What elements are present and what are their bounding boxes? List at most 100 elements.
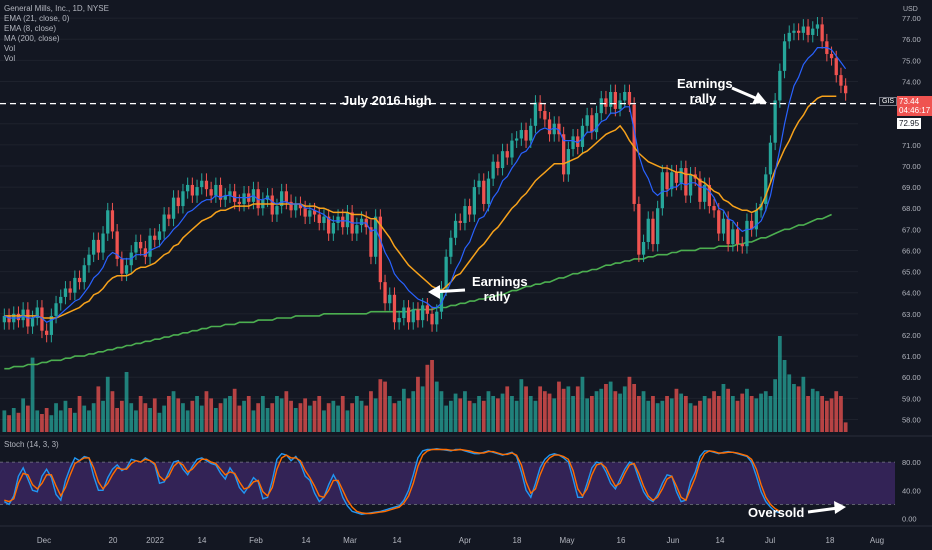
legend-vol-2[interactable]: Vol [4, 54, 16, 63]
volume-bar [669, 398, 674, 432]
volume-bar [693, 405, 698, 432]
volume-bar [345, 410, 350, 432]
volume-bar [373, 398, 378, 432]
candle-body [162, 214, 166, 232]
candle-body [143, 248, 147, 257]
volume-bar [275, 396, 279, 432]
volume-bar [834, 391, 839, 432]
volume-bar [40, 414, 44, 432]
volume-bar [533, 400, 538, 432]
volume-bar [30, 357, 35, 432]
volume-bar [745, 388, 749, 432]
volume-bar [129, 403, 134, 432]
stoch-legend[interactable]: Stoch (14, 3, 3) [4, 440, 59, 449]
volume-bar [580, 376, 585, 432]
legend-ma200[interactable]: MA (200, close) [4, 34, 60, 43]
volume-bars [2, 336, 848, 432]
candle-body [618, 100, 622, 109]
volume-bar [364, 405, 369, 432]
volume-bar [251, 410, 256, 432]
volume-bar [260, 396, 265, 432]
price-tick-label: 77.00 [902, 14, 921, 23]
candle-body [120, 258, 124, 274]
candle-body [308, 210, 312, 217]
time-tick-label: 2022 [146, 536, 164, 545]
candle-body [641, 241, 646, 255]
volume-bar [152, 398, 157, 432]
volume-bar [796, 386, 801, 432]
candle-body [374, 216, 378, 257]
candle-body [698, 178, 702, 202]
volume-bar [481, 400, 486, 432]
candle-body [524, 130, 528, 141]
volume-bar [176, 398, 181, 432]
high-line-price-tag: 72.95 [897, 118, 922, 129]
price-tick-label: 70.00 [902, 162, 921, 171]
legend-vol-1[interactable]: Vol [4, 44, 16, 53]
candle-body [312, 210, 317, 215]
legend-title[interactable]: General Mills, Inc., 1D, NYSE [4, 4, 109, 13]
volume-bar [35, 410, 40, 432]
legend-ema8[interactable]: EMA (8, close) [4, 24, 57, 33]
stoch-tick-label: 40.00 [902, 486, 921, 495]
volume-bar [763, 391, 768, 432]
stoch-k-path [3, 447, 781, 516]
volume-bar [401, 388, 406, 432]
price-tick-label: 68.00 [902, 204, 921, 213]
volume-bar [444, 405, 449, 432]
candle-body [491, 161, 495, 179]
price-tick-label: 75.00 [902, 56, 921, 65]
volume-bar [181, 403, 185, 432]
volume-bar [618, 393, 622, 432]
volume-bar [627, 376, 632, 432]
legend-ema21[interactable]: EMA (21, close, 0) [4, 14, 70, 23]
candle-body [839, 75, 843, 86]
volume-bar [594, 391, 599, 432]
volume-bar [148, 408, 152, 432]
candle-body [571, 136, 575, 150]
candle-body [54, 303, 58, 316]
price-tick-label: 58.00 [902, 415, 921, 424]
candle-body [515, 138, 519, 141]
volume-bar [44, 408, 49, 432]
volume-bar [16, 412, 21, 432]
volume-bar [768, 396, 773, 432]
candle-body [820, 24, 824, 42]
volume-bar [425, 364, 430, 432]
candle-body [806, 26, 810, 35]
price-tick-label: 67.00 [902, 225, 921, 234]
current-price: 73.44 [899, 97, 920, 106]
volume-bar [312, 400, 317, 432]
volume-bar [463, 391, 467, 432]
candle-body [811, 28, 815, 35]
volume-bar [411, 391, 416, 432]
time-tick-label: Mar [343, 536, 357, 545]
candle-body [186, 184, 190, 192]
candle-body [482, 180, 486, 204]
volume-bar [557, 381, 561, 432]
volume-bar [209, 398, 214, 432]
volume-bar [641, 391, 646, 432]
candle-body [218, 184, 223, 200]
volume-bar [91, 403, 96, 432]
volume-bar [491, 396, 496, 432]
volume-bar [279, 398, 284, 432]
volume-bar [157, 412, 162, 432]
candle-body [369, 227, 373, 257]
candle-body [359, 218, 364, 226]
time-tick-label: 16 [617, 536, 626, 545]
candle-body [139, 241, 143, 249]
candle-body [679, 168, 683, 183]
time-axis[interactable]: Dec 20 2022 14 Feb 14 Mar 14 Apr 18 May 16 Jun 14 Jul 1… [37, 536, 884, 545]
candle-body [599, 98, 603, 114]
volume-bar [749, 396, 754, 432]
volume-bar [11, 408, 16, 432]
candle-body [594, 113, 599, 133]
candle-body [552, 123, 556, 135]
stoch-lines [3, 447, 781, 516]
candle-body [778, 70, 782, 101]
price-tick-label: 65.00 [902, 268, 921, 277]
candle-body [16, 313, 21, 321]
